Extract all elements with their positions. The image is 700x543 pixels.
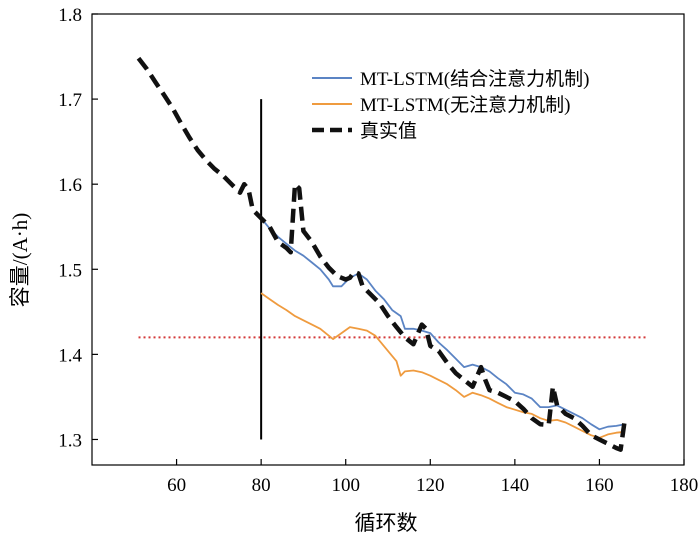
y-tick-label: 1.4 (58, 345, 82, 366)
x-axis-title: 循环数 (355, 511, 418, 535)
series-line-0 (260, 217, 625, 431)
series-layer (136, 56, 628, 452)
x-tick-label: 120 (416, 475, 445, 496)
y-tick-label: 1.7 (58, 90, 82, 111)
y-tick-label: 1.5 (58, 260, 82, 281)
y-tick-label: 1.3 (58, 430, 82, 451)
legend-label-0: MT-LSTM(结合注意力机制) (360, 68, 589, 90)
reference-lines (138, 99, 646, 440)
plot-frame (91, 13, 685, 466)
y-tick-label: 1.6 (58, 175, 82, 196)
y-axis-title: 容量/(A·h) (8, 213, 32, 307)
series-line-1 (260, 292, 625, 439)
legend: MT-LSTM(结合注意力机制) MT-LSTM(无注意力机制) 真实值 (312, 68, 589, 142)
x-tick-label: 140 (501, 475, 530, 496)
x-tick-label: 160 (585, 475, 614, 496)
x-tick-label: 80 (252, 475, 271, 496)
axis-layer: 60 80 100 120 140 160 180 1.3 1.4 1.5 1.6 1.7 1.8 (58, 5, 698, 496)
y-tick-label: 1.8 (58, 5, 82, 26)
x-tick-label: 180 (670, 475, 699, 496)
plot-area (91, 13, 685, 466)
x-tick-label: 100 (331, 475, 360, 496)
legend-label-2: 真实值 (360, 120, 417, 142)
legend-label-1: MT-LSTM(无注意力机制) (360, 94, 570, 116)
x-tick-label: 60 (167, 475, 186, 496)
series-line-2 (136, 56, 628, 452)
